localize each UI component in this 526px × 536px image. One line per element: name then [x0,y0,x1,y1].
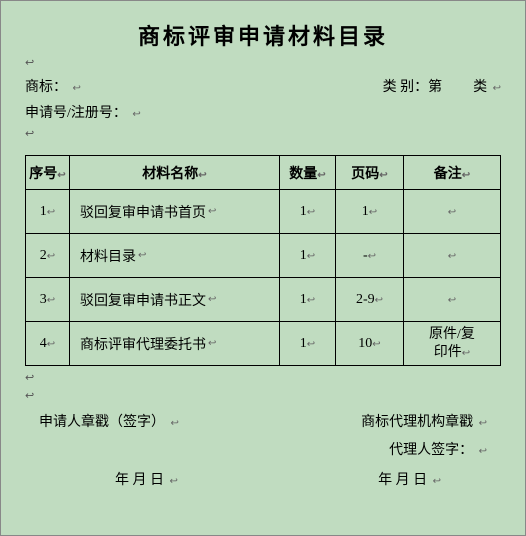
cell-qty: 1↩ [280,278,336,322]
th-seq: 序号↩ [26,156,70,190]
paragraph-mark: ↩ [25,390,501,403]
table-row: 2↩材料目录↩1↩-↩↩ [26,234,501,278]
footer-signatures: 申请人章戳（签字） ↩ 商标代理机构章戳 ↩ 代理人签字： ↩ [25,411,501,459]
table-row: 1↩驳回复审申请书首页↩1↩1↩↩ [26,190,501,234]
date-right: 年 月 日 [378,473,427,488]
applicant-seal-label: 申请人章戳（签字） [39,415,165,430]
category-label: 类 别：第 [383,80,443,95]
table-row: 3↩驳回复审申请书正文↩1↩2-9↩↩ [26,278,501,322]
cell-note: ↩ [404,190,501,234]
cell-page: 10↩ [336,322,404,366]
cell-qty: 1↩ [280,190,336,234]
cell-note: ↩ [404,234,501,278]
paragraph-mark: ↩ [73,83,81,94]
cell-page: 1↩ [336,190,404,234]
paragraph-mark: ↩ [25,128,501,141]
cell-qty: 1↩ [280,234,336,278]
paragraph-mark: ↩ [25,57,501,70]
paragraph-mark: ↩ [479,418,487,429]
cell-seq: 2↩ [26,234,70,278]
meta-row-2: 申请号/注册号： ↩ [25,102,501,122]
th-note: 备注↩ [404,156,501,190]
cell-qty: 1↩ [280,322,336,366]
paragraph-mark: ↩ [493,83,501,94]
paragraph-mark: ↩ [479,446,487,457]
date-row: 年 月 日 ↩ 年 月 日 ↩ [25,469,501,489]
category-suffix: 类 [473,80,487,95]
paragraph-mark: ↩ [171,418,179,429]
paragraph-mark: ↩ [132,109,140,120]
table-row: 4↩商标评审代理委托书↩1↩10↩原件/复印件↩ [26,322,501,366]
cell-name: 驳回复审申请书首页↩ [70,190,280,234]
cell-name: 驳回复审申请书正文↩ [70,278,280,322]
cell-name: 商标评审代理委托书↩ [70,322,280,366]
appno-label: 申请号/注册号： [25,106,127,121]
cell-seq: 1↩ [26,190,70,234]
table-header-row: 序号↩ 材料名称↩ 数量↩ 页码↩ 备注↩ [26,156,501,190]
meta-row-1: 商标： ↩ 类 别：第 类 ↩ [25,76,501,96]
th-page: 页码↩ [336,156,404,190]
date-left: 年 月 日 [115,473,164,488]
th-name: 材料名称↩ [70,156,280,190]
agency-seal-label: 商标代理机构章戳 [361,415,473,430]
materials-table: 序号↩ 材料名称↩ 数量↩ 页码↩ 备注↩ 1↩驳回复审申请书首页↩1↩1↩↩2… [25,155,501,366]
agent-sign-label: 代理人签字： [389,443,473,458]
cell-page: 2-9↩ [336,278,404,322]
cell-name: 材料目录↩ [70,234,280,278]
cell-note: 原件/复印件↩ [404,322,501,366]
th-qty: 数量↩ [280,156,336,190]
paragraph-mark: ↩ [170,476,178,487]
paragraph-mark: ↩ [25,372,501,385]
cell-note: ↩ [404,278,501,322]
cell-seq: 3↩ [26,278,70,322]
page-title: 商标评审申请材料目录 [25,19,501,51]
paragraph-mark: ↩ [433,476,441,487]
cell-seq: 4↩ [26,322,70,366]
cell-page: -↩ [336,234,404,278]
trademark-label: 商标： [25,80,67,95]
